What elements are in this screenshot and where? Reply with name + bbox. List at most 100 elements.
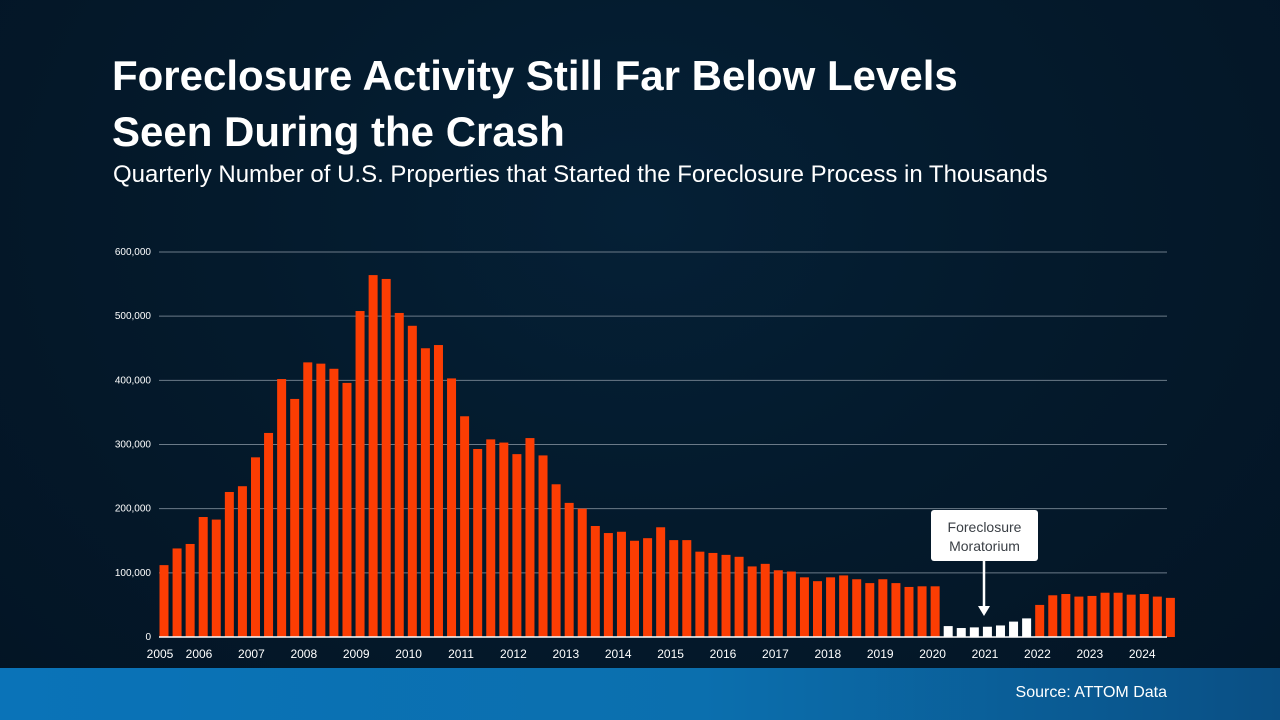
x-tick-label: 2023: [1076, 647, 1103, 661]
bar: [616, 531, 626, 637]
bar: [721, 554, 731, 637]
y-axis-labels: 0 100,000 200,000 300,000 400,000 500,000 600,…: [115, 247, 152, 643]
bar: [473, 448, 483, 637]
bar: [381, 278, 391, 637]
bar: [394, 312, 404, 637]
bar: [904, 586, 914, 637]
bar: [708, 552, 718, 637]
chart-subtitle: Quarterly Number of U.S. Properties that…: [113, 161, 1048, 188]
x-tick-label: 2013: [552, 647, 579, 661]
bar: [198, 517, 208, 637]
bar: [224, 491, 234, 637]
x-tick-label: 2015: [657, 647, 684, 661]
bar: [1048, 595, 1058, 637]
gridlines: [159, 251, 1167, 574]
x-tick-label: 2014: [605, 647, 632, 661]
x-tick-label: 2009: [343, 647, 370, 661]
x-axis-labels: 2005 2006 2007 2008 2009 2010 2011 2012 2013 2014…: [147, 647, 1156, 661]
x-tick-label: 2007: [238, 647, 265, 661]
bar: [669, 540, 679, 637]
bar: [250, 457, 260, 637]
bar: [813, 581, 822, 637]
x-tick-label: 2011: [448, 647, 474, 661]
bar: [342, 382, 352, 637]
bar: [277, 379, 287, 637]
moratorium-bar: [995, 625, 1005, 637]
annotation-line-2: Moratorium: [949, 538, 1020, 554]
x-tick-label: 2019: [867, 647, 894, 661]
bar: [773, 570, 783, 637]
x-tick-label: 2008: [290, 647, 317, 661]
x-tick-label: 2021: [972, 647, 999, 661]
bar: [486, 439, 496, 637]
moratorium-bar: [982, 626, 992, 637]
moratorium-bar: [943, 626, 953, 637]
bar: [1074, 596, 1084, 637]
bar: [211, 519, 221, 637]
bar: [826, 577, 836, 637]
bar: [577, 508, 587, 637]
y-tick-label: 100,000: [115, 568, 152, 579]
bar: [682, 540, 692, 637]
title-line-1: Foreclosure Activity Still Far Below Lev…: [112, 52, 958, 99]
bar: [1100, 592, 1110, 637]
bar: [290, 398, 300, 637]
bar: [917, 586, 927, 637]
y-tick-label: 600,000: [115, 247, 152, 258]
bar: [930, 586, 940, 637]
bar: [734, 556, 744, 637]
moratorium-bar: [969, 627, 979, 638]
x-tick-label: 2006: [186, 647, 213, 661]
bar: [433, 345, 443, 637]
bar: [656, 527, 666, 637]
bar: [447, 378, 457, 637]
annotation-line-1: Foreclosure: [948, 519, 1022, 535]
x-tick-label: 2017: [762, 647, 789, 661]
footer-band: [0, 668, 1280, 720]
bar: [172, 548, 182, 637]
bar: [316, 363, 326, 637]
chart-title: Foreclosure Activity Still Far Below Lev…: [112, 48, 1212, 160]
bar: [695, 551, 705, 637]
bar: [499, 442, 509, 637]
moratorium-bar: [956, 628, 966, 637]
bar: [1152, 596, 1162, 637]
title-line-2: Seen During the Crash: [112, 108, 565, 155]
x-tick-label: 2018: [814, 647, 841, 661]
moratorium-annotation: Foreclosure Moratorium: [931, 510, 1038, 616]
bar: [407, 325, 417, 637]
bar: [891, 583, 901, 637]
bar: [512, 454, 522, 638]
y-tick-label: 500,000: [115, 311, 152, 322]
y-tick-label: 0: [145, 632, 151, 643]
bar: [368, 275, 378, 637]
bar: [264, 432, 274, 637]
annotation-arrow-head: [978, 606, 990, 616]
bar: [551, 484, 561, 637]
bar: [538, 455, 548, 637]
y-tick-label: 200,000: [115, 504, 152, 515]
bar: [1087, 595, 1097, 637]
bar: [603, 533, 613, 637]
bar: [760, 563, 770, 637]
bar: [355, 311, 365, 637]
bar: [185, 543, 195, 637]
bar: [630, 540, 640, 637]
bar: [420, 348, 430, 637]
bar: [237, 486, 247, 637]
bar: [786, 571, 796, 637]
bar: [1126, 594, 1136, 637]
bar: [329, 368, 339, 637]
annotation-box: [931, 510, 1038, 561]
bar: [564, 502, 574, 637]
bar: [590, 525, 600, 637]
source-note: Source: ATTOM Data: [1015, 684, 1167, 701]
bar: [525, 438, 535, 637]
bar: [1061, 594, 1071, 637]
bars: [159, 275, 1175, 638]
bar: [878, 579, 888, 637]
bar: [303, 362, 313, 637]
bar: [159, 565, 169, 637]
x-tick-label: 2020: [919, 647, 946, 661]
